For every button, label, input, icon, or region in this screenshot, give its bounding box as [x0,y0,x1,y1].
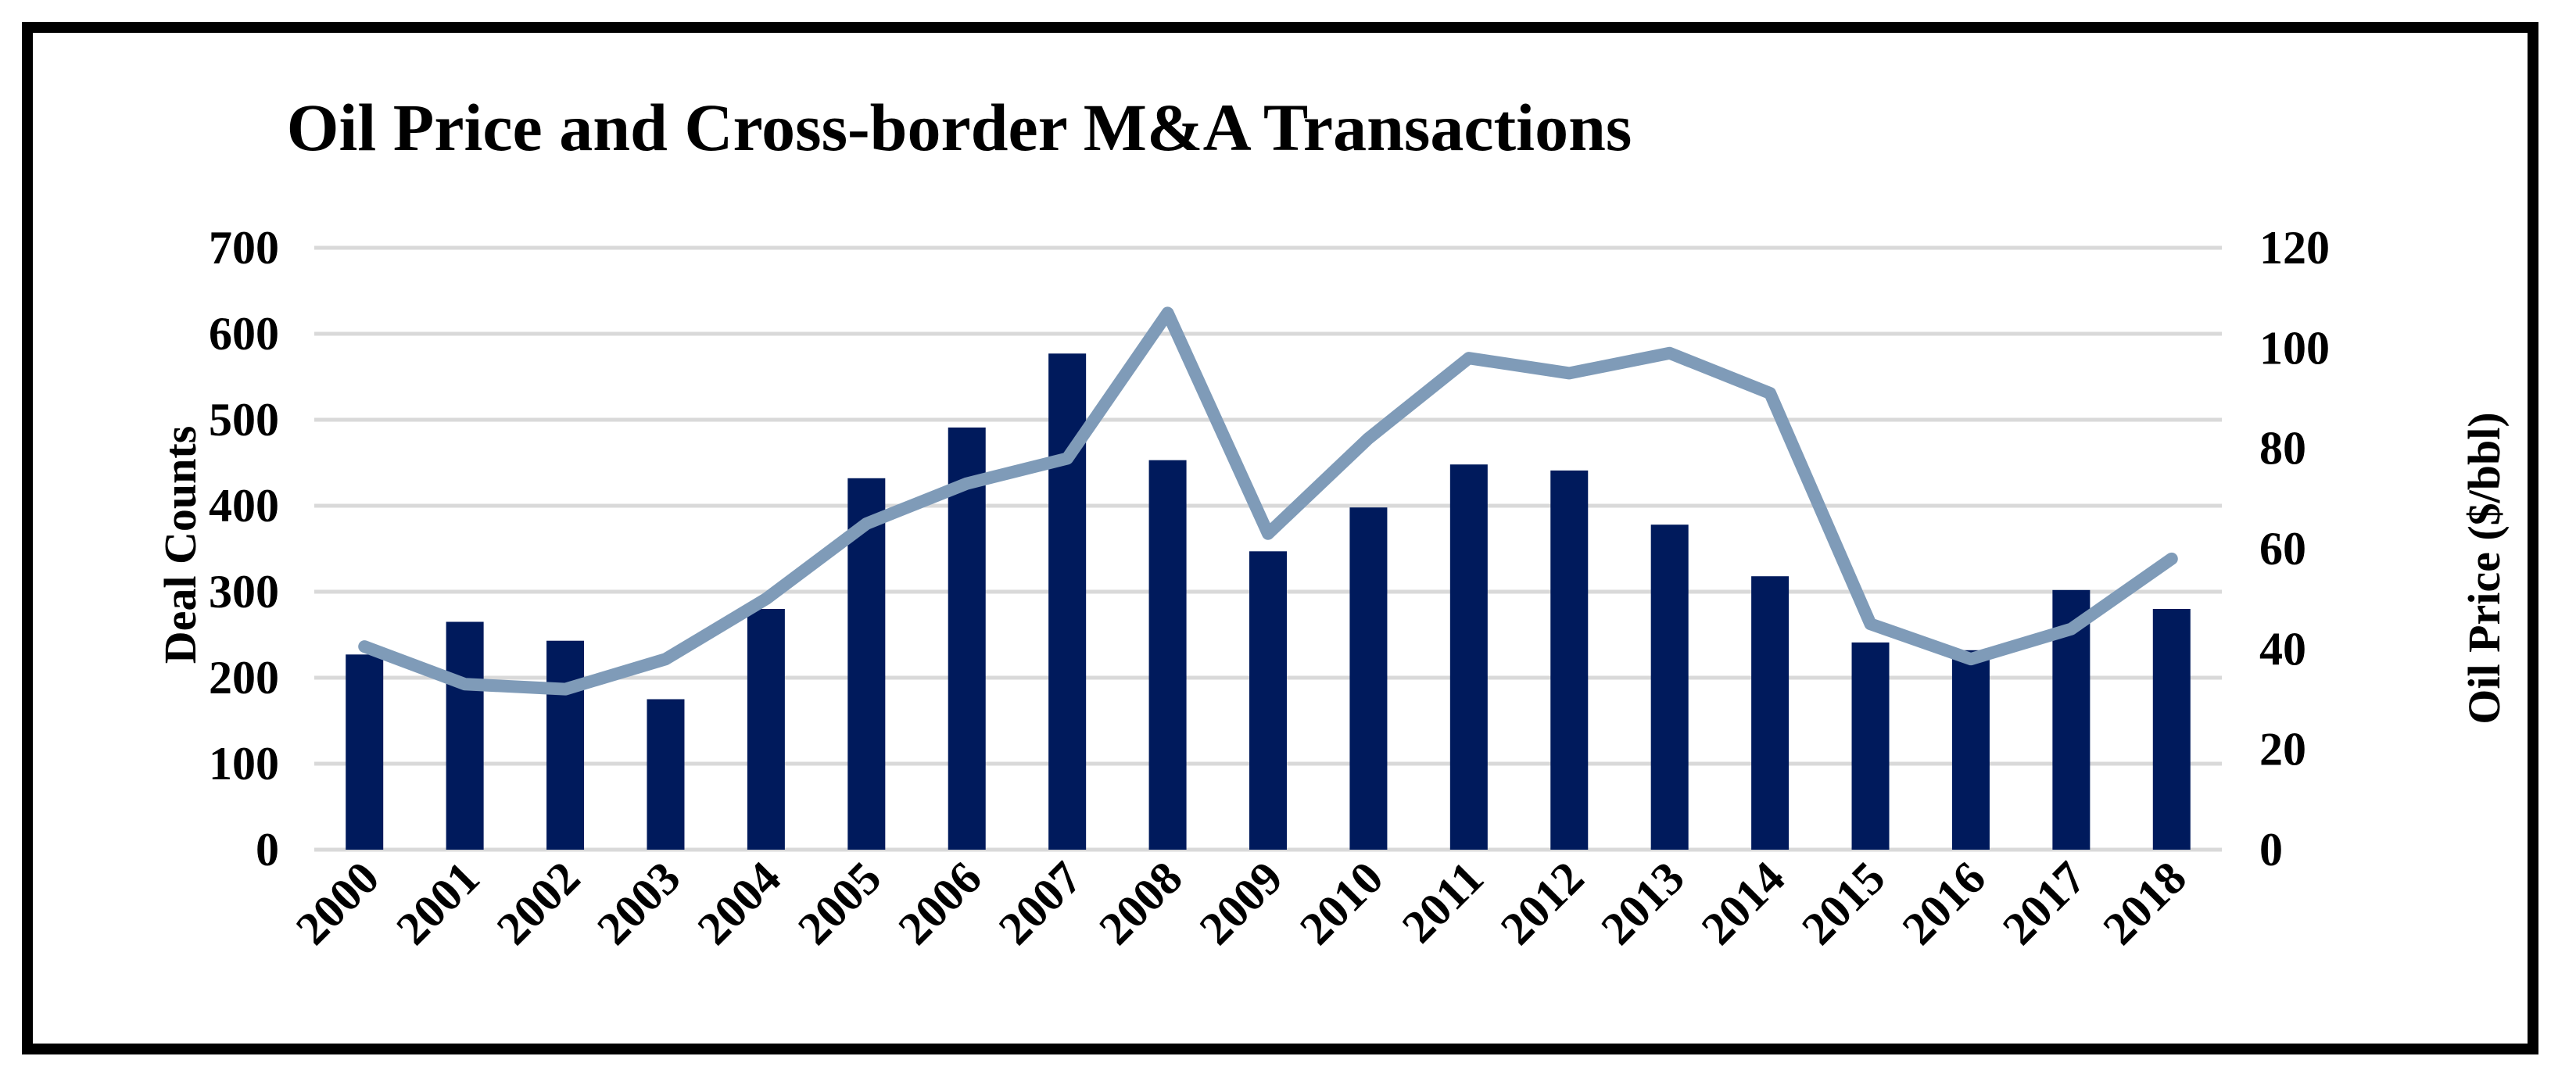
x-axis-tick-label: 2017 [1993,852,2096,955]
left-axis-tick-label: 300 [209,566,279,618]
oil-price-point-2001 [462,682,468,687]
right-axis-tick-label: 60 [2259,523,2306,575]
left-axis-tick-label: 600 [209,308,279,360]
x-axis-tick-label: 2007 [989,852,1092,955]
bar-2006 [948,427,986,850]
oil-price-point-2000 [362,644,367,650]
bar-series [346,353,2191,850]
bar-2000 [346,654,384,850]
bar-2016 [1951,650,1990,850]
x-axis-tick-label: 2012 [1491,852,1594,955]
x-axis-tick-label: 2005 [788,852,891,955]
left-axis-tick-label: 500 [209,394,279,446]
bar-2013 [1650,525,1689,850]
oil-price-point-2004 [763,596,769,602]
x-axis-tick-label: 2010 [1290,852,1393,955]
left-axis-tick-label: 400 [209,480,279,532]
oil-price-point-2002 [563,686,568,692]
x-axis-tick-label: 2009 [1190,852,1293,955]
right-axis-tick-label: 40 [2259,623,2306,675]
oil-price-point-2012 [1567,371,1572,376]
bar-2001 [446,621,484,850]
bar-2003 [647,699,685,850]
oil-price-point-2016 [1968,657,1973,662]
bar-2008 [1148,460,1187,850]
right-axis-tick-label: 20 [2259,724,2306,775]
x-axis-tick-label: 2008 [1089,852,1192,955]
oil-price-point-2017 [2069,626,2074,632]
bar-2012 [1550,470,1589,850]
oil-price-point-2005 [864,521,869,526]
left-axis-ticks: 0 100 200 300 400 500 600 700 [209,222,279,875]
bar-2018 [2152,609,2191,850]
chart-svg: 0 100 200 300 400 500 600 700 0 20 40 60 80 100 120 2… [155,90,2510,955]
x-axis-tick-label: 2011 [1392,852,1493,953]
x-axis-tick-label: 2018 [2093,852,2196,955]
right-axis-tick-label: 120 [2259,222,2330,274]
x-axis-tick-label: 2000 [286,852,389,955]
oil-price-point-2006 [964,481,969,486]
oil-price-point-2013 [1667,350,1672,356]
x-axis-tick-label: 2015 [1792,852,1895,955]
x-axis-ticks: 2000200120022003200420052006200720082009… [286,852,2196,955]
x-axis-tick-label: 2014 [1692,852,1795,955]
x-axis-tick-label: 2001 [386,852,489,955]
oil-price-point-2010 [1366,435,1371,441]
left-axis-tick-label: 100 [209,738,279,789]
x-axis-tick-label: 2002 [487,852,590,955]
x-axis-tick-label: 2013 [1591,852,1694,955]
chart-frame: 0 100 200 300 400 500 600 700 0 20 40 60 80 100 120 2… [22,22,2538,1054]
oil-price-point-2015 [1868,621,1873,627]
bar-2011 [1449,464,1488,850]
oil-price-point-2003 [663,657,668,662]
oil-price-point-2014 [1768,391,1773,396]
right-axis-ticks: 0 20 40 60 80 100 120 [2259,222,2330,875]
x-axis-tick-label: 2003 [587,852,690,955]
bar-2015 [1851,642,1890,850]
bar-2009 [1249,551,1287,850]
right-axis-tick-label: 0 [2259,824,2283,875]
bar-2007 [1048,353,1087,850]
chart-title: Oil Price and Cross-border M&A Transacti… [287,90,1632,165]
left-axis-tick-label: 0 [256,824,279,875]
oil-price-point-2011 [1466,356,1471,361]
right-axis-title: Oil Price ($/bbl) [2459,412,2510,725]
oil-price-point-2018 [2169,556,2174,561]
x-axis-tick-label: 2004 [688,852,791,955]
x-axis-tick-label: 2006 [888,852,991,955]
bar-2010 [1349,507,1388,850]
right-axis-tick-label: 100 [2259,322,2330,374]
left-axis-title: Deal Counts [155,426,206,664]
oil-price-point-2009 [1266,531,1270,536]
bar-2014 [1751,576,1790,850]
left-axis-tick-label: 200 [209,652,279,704]
line-series [358,306,2178,696]
bar-2004 [747,609,785,850]
bar-2002 [546,640,585,850]
oil-price-point-2007 [1065,456,1070,461]
oil-price-point-2008 [1165,310,1170,316]
x-axis-tick-label: 2016 [1893,852,1996,955]
right-axis-tick-label: 80 [2259,423,2306,474]
left-axis-tick-label: 700 [209,222,279,274]
